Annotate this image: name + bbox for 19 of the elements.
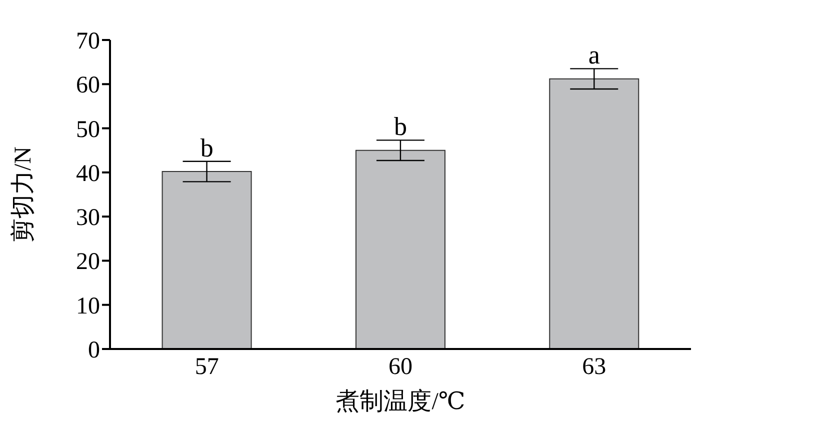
y-tick-label: 30 bbox=[76, 205, 100, 232]
x-axis-title: 煮制温度/℃ bbox=[336, 388, 466, 415]
y-tick-label: 40 bbox=[76, 160, 100, 187]
annotation: b bbox=[200, 133, 214, 162]
x-tick-label: 57 bbox=[194, 354, 219, 380]
y-axis-title: 剪切力/N bbox=[10, 146, 37, 242]
y-tick-label: 50 bbox=[76, 116, 100, 143]
x-tick-label: 63 bbox=[582, 354, 606, 380]
bar bbox=[355, 150, 446, 349]
y-tick-label: 0 bbox=[88, 338, 100, 364]
annotation: a bbox=[588, 40, 600, 70]
x-tick-label: 60 bbox=[388, 354, 412, 380]
bar bbox=[549, 78, 640, 349]
annotation: b bbox=[394, 112, 407, 142]
y-tick-label: 70 bbox=[76, 28, 100, 55]
y-tick-label: 10 bbox=[76, 293, 100, 320]
y-tick-label: 60 bbox=[76, 72, 100, 99]
y-tick-label: 20 bbox=[76, 249, 100, 276]
bar bbox=[162, 171, 252, 349]
